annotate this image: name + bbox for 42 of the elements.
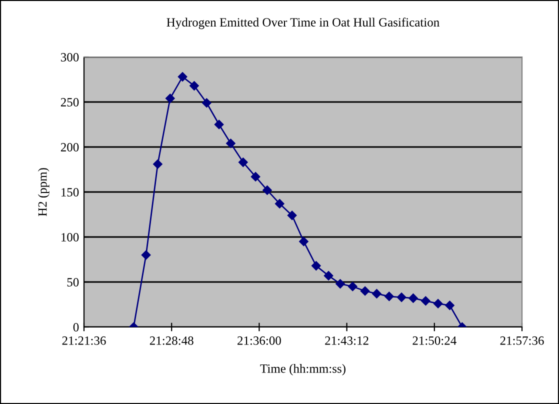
y-tick-label: 300 <box>60 53 79 62</box>
point <box>372 289 382 298</box>
chart-title: Hydrogen Emitted Over Time in Oat Hull Gasification <box>166 18 440 30</box>
point <box>299 236 308 246</box>
point <box>141 250 151 260</box>
point <box>153 159 162 169</box>
point <box>408 294 418 303</box>
point <box>226 138 236 148</box>
point <box>433 298 443 308</box>
point <box>178 72 188 82</box>
point <box>360 286 370 296</box>
point <box>202 98 212 108</box>
point <box>396 292 406 302</box>
point <box>312 261 321 270</box>
point <box>275 199 284 208</box>
x-axis-title: Time (hh:mm:ss) <box>260 364 346 376</box>
y-tick-label: 0 <box>73 323 79 332</box>
y-axis-title: H2 (ppm) <box>38 168 50 216</box>
y-tick-label: 100 <box>61 233 79 242</box>
x-tick-label: 21:43:12 <box>325 336 368 345</box>
point <box>262 186 272 195</box>
point <box>238 158 248 167</box>
point <box>384 292 394 302</box>
y-tick-label: 200 <box>60 143 79 152</box>
x-tick-label: 21:28:48 <box>150 336 194 345</box>
point <box>336 279 345 288</box>
point <box>445 300 454 310</box>
point <box>348 282 358 292</box>
y-tick-label: 150 <box>61 188 79 196</box>
point <box>166 94 175 104</box>
point <box>250 172 260 182</box>
x-tick-label: 21:21:36 <box>62 336 106 345</box>
point <box>324 271 334 280</box>
point <box>214 120 224 130</box>
point <box>190 81 199 90</box>
point <box>287 210 297 220</box>
x-tick-label: 21:50:24 <box>412 336 456 345</box>
x-tick-label: 21:36:00 <box>238 336 281 345</box>
y-tick-label: 250 <box>60 98 79 106</box>
y-tick-label: 50 <box>67 278 79 286</box>
x-tick-label: 21:57:36 <box>500 336 544 345</box>
point <box>421 296 430 306</box>
